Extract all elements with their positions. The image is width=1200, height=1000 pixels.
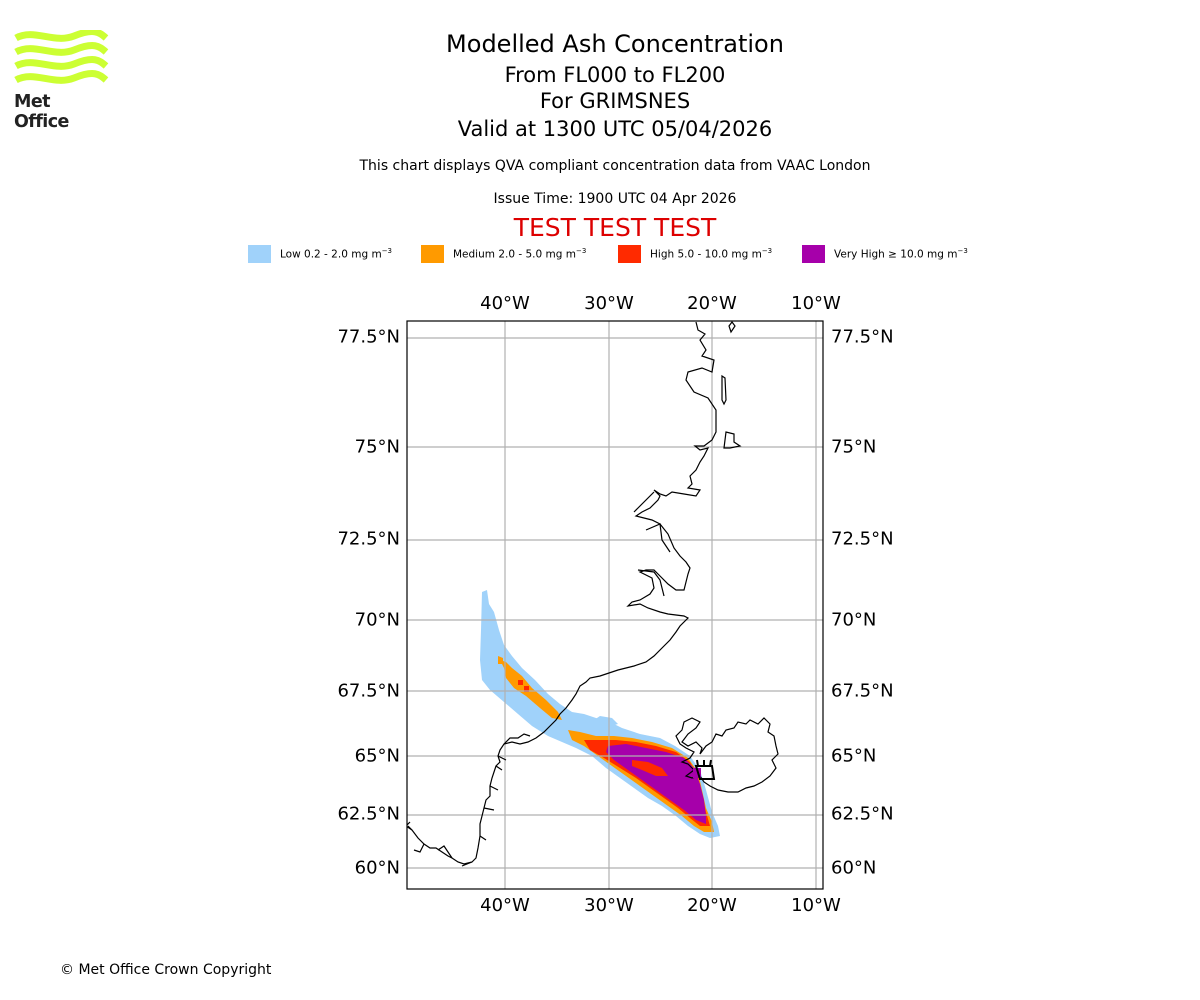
- greenland-coastline: [721, 374, 727, 406]
- lon-tick-bottom: 30°W: [584, 895, 634, 916]
- ash-very-high-region: [606, 744, 706, 824]
- greenland-coastline: [723, 431, 742, 449]
- legend-swatch-very-high: [802, 245, 825, 263]
- legend-label-low: Low 0.2 - 2.0 mg m: [280, 248, 382, 261]
- lat-tick-left: 70°N: [354, 609, 400, 631]
- copyright-notice: © Met Office Crown Copyright: [60, 962, 272, 978]
- volcano-name: For GRIMSNES: [539, 89, 691, 113]
- legend-swatch-low: [248, 245, 271, 263]
- greenland-coastline: [637, 569, 665, 597]
- lon-tick-top: 10°W: [791, 293, 841, 314]
- lat-tick-left: 60°N: [354, 857, 400, 879]
- graticule: [407, 321, 823, 889]
- met-office-waves-icon: [14, 28, 109, 84]
- legend-unit-exp: −3: [761, 247, 773, 255]
- lon-tick-top: 20°W: [687, 293, 737, 314]
- ash-medium-region: [500, 660, 562, 720]
- met-office-logo: Met Office: [14, 28, 109, 132]
- ash-high-region: [632, 760, 668, 776]
- lon-tick-bottom: 40°W: [480, 895, 530, 916]
- legend-unit-exp: −3: [381, 247, 393, 255]
- lat-tick-right: 72.5°N: [831, 528, 894, 550]
- ash-medium-region: [498, 656, 503, 664]
- logo-text: Met Office: [14, 92, 69, 132]
- greenland-coastline: [633, 491, 655, 513]
- lat-tick-left: 72.5°N: [337, 528, 400, 550]
- iceland-coastline: [675, 717, 779, 793]
- lon-tick-top: 40°W: [480, 293, 530, 314]
- greenland-coastline: [645, 523, 671, 553]
- issue-time: Issue Time: 1900 UTC 04 Apr 2026: [493, 191, 737, 207]
- lat-tick-right: 65°N: [831, 745, 877, 767]
- map-frame: [406, 320, 824, 890]
- legend-label-medium: Medium 2.0 - 5.0 mg m: [453, 248, 576, 261]
- lon-tick-bottom: 20°W: [687, 895, 737, 916]
- lat-tick-left: 67.5°N: [337, 680, 400, 702]
- lat-tick-right: 60°N: [831, 857, 877, 879]
- legend-label-high: High 5.0 - 10.0 mg m: [650, 248, 762, 261]
- greenland-coastline: [728, 321, 736, 334]
- legend-swatch-medium: [421, 245, 444, 263]
- legend-swatch-high: [618, 245, 641, 263]
- legend-label-very-high: Very High ≥ 10.0 mg m: [834, 248, 958, 261]
- flight-level-range: From FL000 to FL200: [504, 63, 726, 87]
- lat-tick-right: 75°N: [831, 436, 877, 458]
- lat-tick-left: 75°N: [354, 436, 400, 458]
- lat-tick-left: 65°N: [354, 745, 400, 767]
- legend-unit-exp: −3: [575, 247, 587, 255]
- test-banner: TEST TEST TEST: [513, 213, 717, 242]
- volcano-icon: [693, 759, 716, 780]
- lat-tick-right: 62.5°N: [831, 803, 894, 825]
- compliance-note: This chart displays QVA compliant concen…: [359, 158, 871, 174]
- ash-high-region: [518, 680, 523, 685]
- valid-time: Valid at 1300 UTC 05/04/2026: [457, 117, 773, 141]
- lat-tick-right: 70°N: [831, 609, 877, 631]
- greenland-coastline: [407, 321, 717, 865]
- lat-tick-right: 67.5°N: [831, 680, 894, 702]
- lat-tick-right: 77.5°N: [831, 326, 894, 348]
- greenland-coastline: [407, 733, 531, 867]
- lat-tick-left: 62.5°N: [337, 803, 400, 825]
- lon-tick-bottom: 10°W: [791, 895, 841, 916]
- ash-low-region: [594, 716, 618, 728]
- chart-title: Modelled Ash Concentration: [446, 30, 784, 58]
- lat-tick-left: 77.5°N: [337, 326, 400, 348]
- legend-unit-exp: −3: [957, 247, 968, 255]
- lon-tick-top: 30°W: [584, 293, 634, 314]
